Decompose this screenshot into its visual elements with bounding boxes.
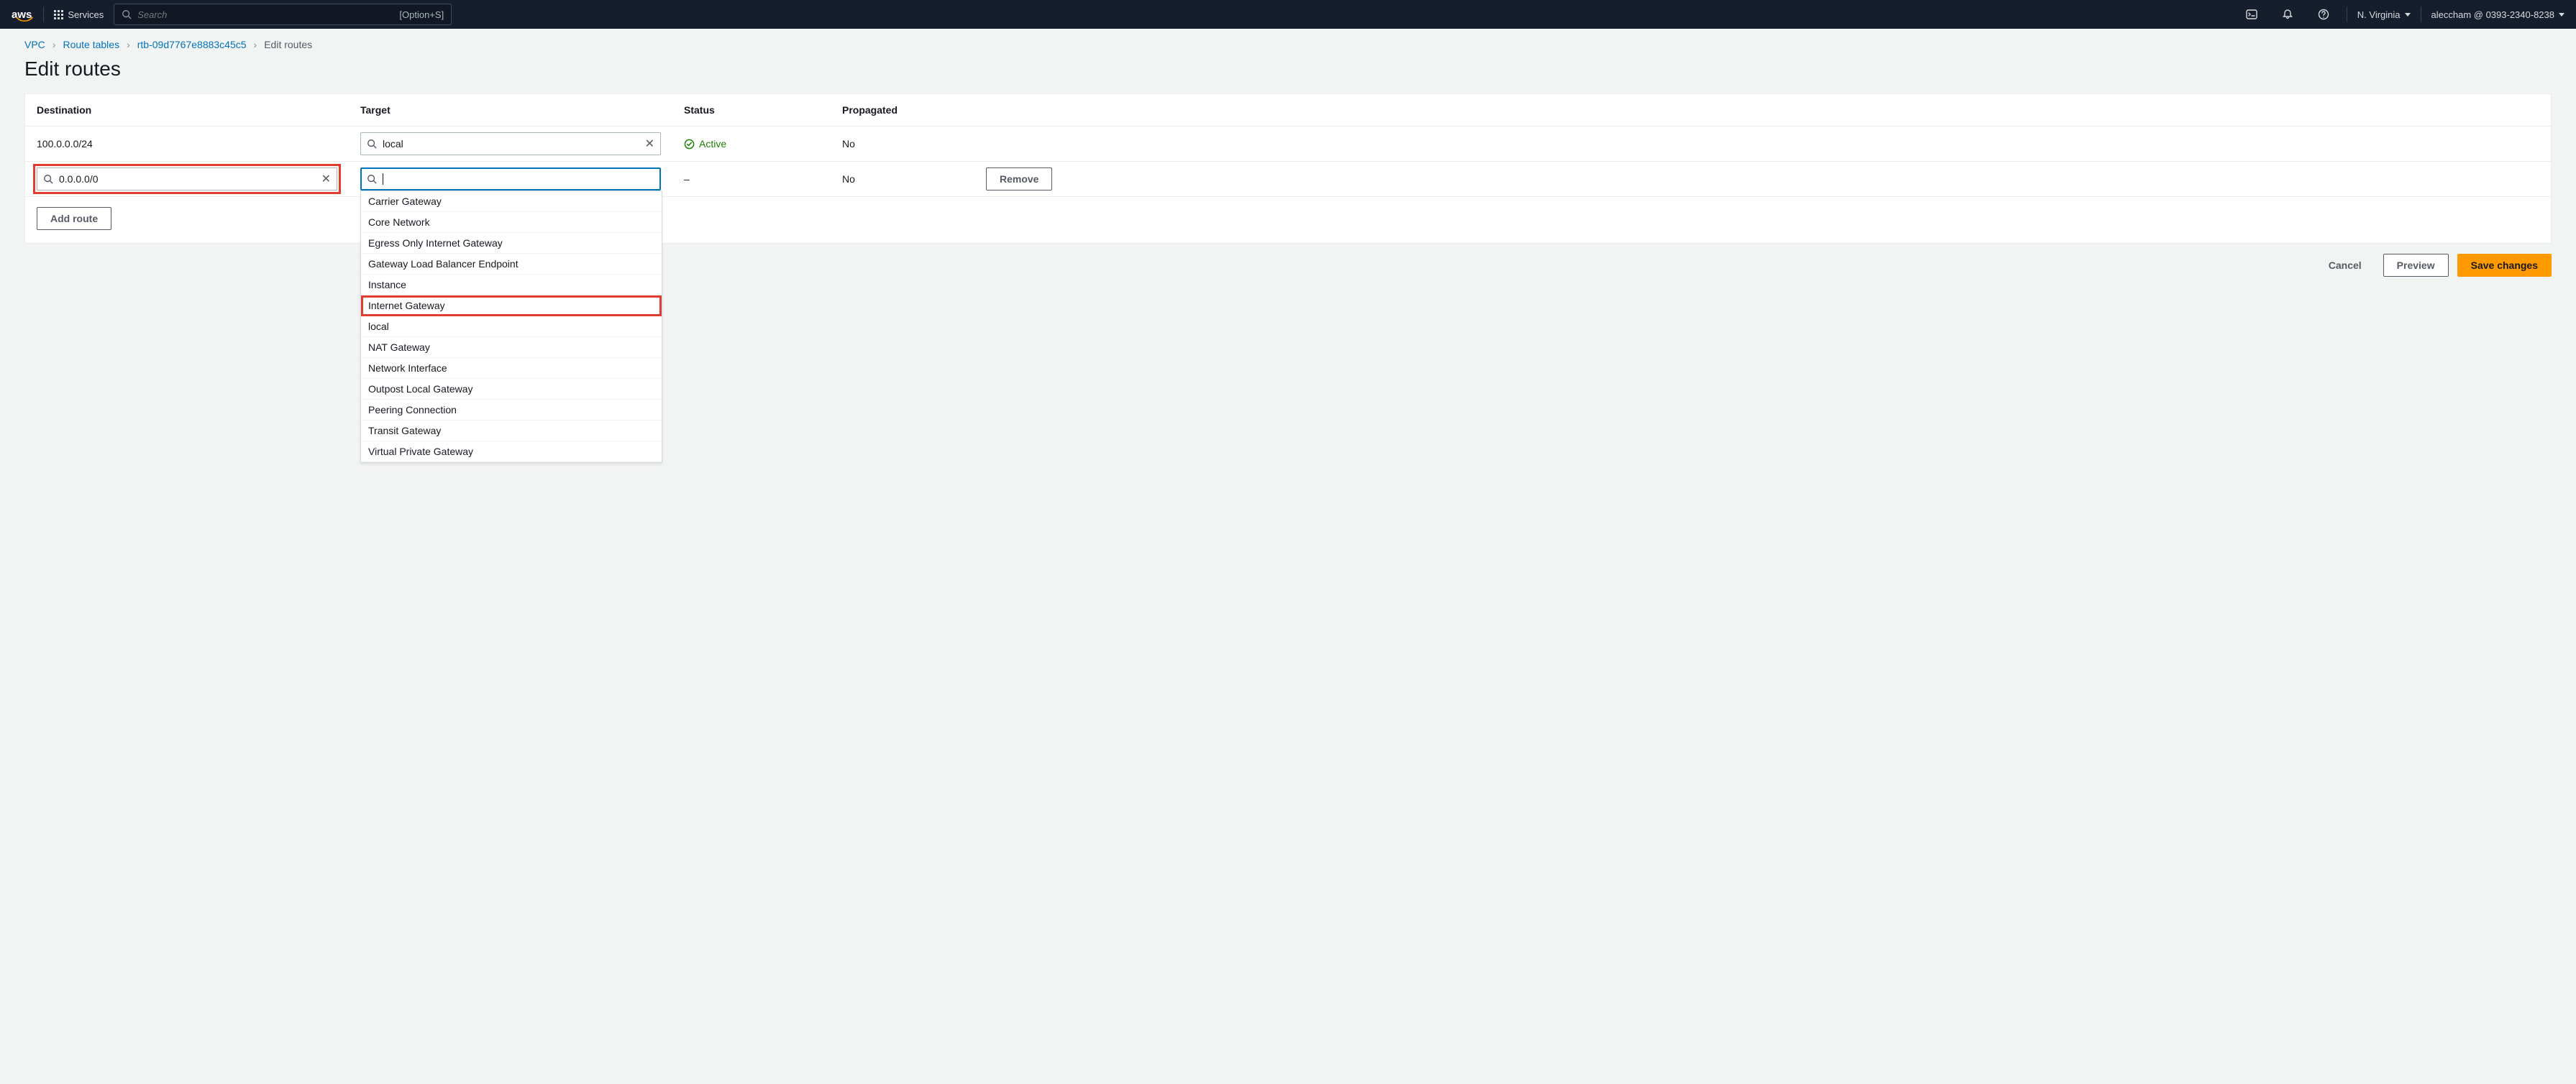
target-input-wrapper[interactable]: ✕ [360,132,661,155]
clear-icon[interactable]: ✕ [321,172,331,186]
col-header-destination: Destination [25,94,349,126]
services-menu-button[interactable]: Services [54,9,104,20]
target-input[interactable] [388,173,654,185]
breadcrumb-link[interactable]: rtb-09d7767e8883c45c5 [137,39,247,50]
col-header-propagated: Propagated [831,94,974,126]
cell-propagated: No [831,167,974,190]
col-header-target: Target [349,94,672,126]
cell-target: Carrier GatewayCore NetworkEgress Only I… [349,162,672,196]
target-option[interactable]: NAT Gateway [361,337,662,358]
cell-destination: ✕ [25,162,349,196]
routes-table: Destination Target Status Propagated 100… [25,94,2551,243]
routes-panel: Destination Target Status Propagated 100… [24,93,2552,244]
help-icon[interactable] [2311,9,2337,20]
grid-icon [54,10,63,19]
region-label: N. Virginia [2357,9,2401,20]
cell-actions [974,138,2551,150]
destination-input[interactable] [59,173,316,185]
breadcrumb: VPC › Route tables › rtb-09d7767e8883c45… [24,39,2552,50]
clear-icon[interactable]: ✕ [645,137,654,151]
notifications-icon[interactable] [2275,9,2301,20]
remove-route-button[interactable]: Remove [986,167,1052,190]
aws-smile-icon [16,14,33,27]
chevron-right-icon: › [52,39,56,50]
target-option[interactable]: Network Interface [361,358,662,379]
chevron-right-icon: › [254,39,257,50]
destination-input-wrapper[interactable]: ✕ [37,167,337,190]
target-option[interactable]: Virtual Private Gateway [361,441,662,462]
status-badge: Active [684,138,819,150]
target-option[interactable]: Egress Only Internet Gateway [361,233,662,254]
page-title: Edit routes [24,58,2552,81]
chevron-right-icon: › [127,39,130,50]
table-row: 100.0.0.0/24 ✕ Active [25,127,2551,162]
target-option[interactable]: Core Network [361,212,662,233]
preview-button[interactable]: Preview [2383,254,2449,277]
check-circle-icon [684,139,695,150]
target-option[interactable]: Gateway Load Balancer Endpoint [361,254,662,275]
search-icon [122,9,132,19]
cell-actions: Remove [974,162,2551,196]
target-input[interactable] [383,138,639,150]
region-selector[interactable]: N. Virginia [2357,9,2411,20]
cell-status: – [672,167,831,190]
col-header-actions [974,100,2551,120]
search-icon [367,174,377,184]
status-text: Active [699,138,726,150]
breadcrumb-current: Edit routes [264,39,312,50]
table-row: ✕ Carrier GatewayCore NetworkEgress Only… [25,162,2551,197]
col-header-status: Status [672,94,831,126]
target-option[interactable]: Outpost Local Gateway [361,379,662,400]
target-option[interactable]: Instance [361,275,662,295]
account-label: aleccham @ 0393-2340-8238 [2431,9,2554,20]
cloudshell-icon[interactable] [2239,9,2265,20]
target-input-wrapper[interactable] [360,167,661,190]
target-option[interactable]: Carrier Gateway [361,191,662,212]
cell-propagated: No [831,132,974,155]
save-changes-button[interactable]: Save changes [2457,254,2552,277]
target-option[interactable]: Peering Connection [361,400,662,421]
target-dropdown[interactable]: Carrier GatewayCore NetworkEgress Only I… [360,190,662,463]
chevron-down-icon [2559,13,2564,17]
target-option[interactable]: Transit Gateway [361,421,662,441]
add-route-button[interactable]: Add route [37,207,111,230]
breadcrumb-link[interactable]: VPC [24,39,45,50]
aws-logo[interactable]: aws [12,2,33,27]
page-body: VPC › Route tables › rtb-09d7767e8883c45… [0,29,2576,316]
top-nav: aws Services [Option+S] N. Virginia alec… [0,0,2576,29]
breadcrumb-link[interactable]: Route tables [63,39,119,50]
nav-divider [43,6,44,22]
search-shortcut-hint: [Option+S] [399,9,444,20]
cell-destination: 100.0.0.0/24 [25,132,349,155]
cell-target: ✕ [349,127,672,161]
chevron-down-icon [2405,13,2411,17]
global-search-input[interactable] [137,9,393,20]
target-option[interactable]: local [361,316,662,337]
search-icon [367,139,377,149]
cell-status: Active [672,132,831,155]
table-header-row: Destination Target Status Propagated [25,94,2551,127]
account-menu[interactable]: aleccham @ 0393-2340-8238 [2431,9,2564,20]
global-search[interactable]: [Option+S] [114,4,452,25]
services-label: Services [68,9,104,20]
search-icon [43,174,53,184]
target-option[interactable]: Internet Gateway [361,295,662,316]
cancel-button[interactable]: Cancel [2316,254,2375,277]
